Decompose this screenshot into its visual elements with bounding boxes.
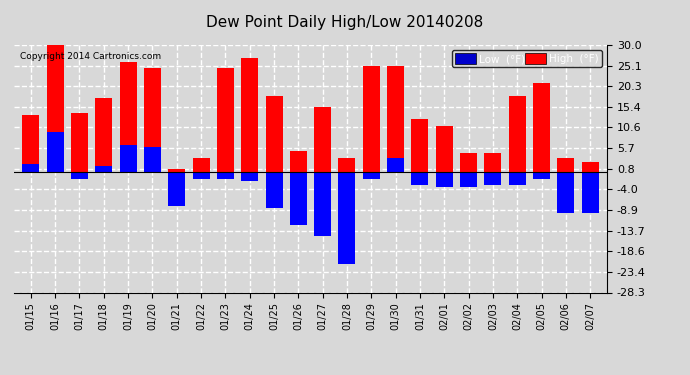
Bar bbox=[387, 158, 404, 172]
Bar bbox=[119, 62, 137, 172]
Bar bbox=[144, 147, 161, 172]
Bar bbox=[558, 158, 574, 172]
Bar bbox=[119, 145, 137, 172]
Bar bbox=[95, 98, 112, 172]
Bar bbox=[47, 132, 63, 172]
Bar bbox=[509, 96, 526, 172]
Bar bbox=[533, 83, 550, 172]
Bar bbox=[411, 172, 428, 185]
Bar bbox=[484, 172, 502, 185]
Bar bbox=[193, 172, 210, 179]
Bar bbox=[144, 68, 161, 172]
Bar bbox=[71, 172, 88, 179]
Bar bbox=[509, 172, 526, 185]
Legend: Low  (°F), High  (°F): Low (°F), High (°F) bbox=[452, 50, 602, 68]
Bar bbox=[387, 66, 404, 172]
Bar bbox=[339, 172, 355, 264]
Bar bbox=[460, 172, 477, 187]
Bar bbox=[533, 172, 550, 179]
Text: Copyright 2014 Cartronics.com: Copyright 2014 Cartronics.com bbox=[20, 53, 161, 62]
Bar bbox=[71, 113, 88, 172]
Bar bbox=[266, 96, 282, 172]
Bar bbox=[290, 151, 307, 172]
Bar bbox=[47, 45, 63, 172]
Bar bbox=[241, 172, 258, 181]
Bar bbox=[582, 162, 599, 172]
Bar bbox=[168, 172, 185, 206]
Bar bbox=[22, 115, 39, 172]
Bar bbox=[339, 158, 355, 172]
Bar bbox=[217, 172, 234, 179]
Bar bbox=[582, 172, 599, 213]
Bar bbox=[460, 153, 477, 173]
Bar bbox=[314, 106, 331, 172]
Bar bbox=[95, 166, 112, 172]
Bar bbox=[266, 172, 282, 208]
Bar bbox=[436, 126, 453, 172]
Bar bbox=[558, 172, 574, 213]
Bar bbox=[436, 172, 453, 187]
Bar bbox=[290, 172, 307, 225]
Bar bbox=[168, 169, 185, 172]
Bar bbox=[217, 68, 234, 172]
Text: Dew Point Daily High/Low 20140208: Dew Point Daily High/Low 20140208 bbox=[206, 15, 484, 30]
Bar bbox=[411, 119, 428, 172]
Bar bbox=[363, 172, 380, 179]
Bar bbox=[484, 153, 502, 173]
Bar bbox=[314, 172, 331, 236]
Bar bbox=[363, 66, 380, 172]
Bar bbox=[22, 164, 39, 172]
Bar bbox=[241, 58, 258, 172]
Bar bbox=[193, 158, 210, 172]
